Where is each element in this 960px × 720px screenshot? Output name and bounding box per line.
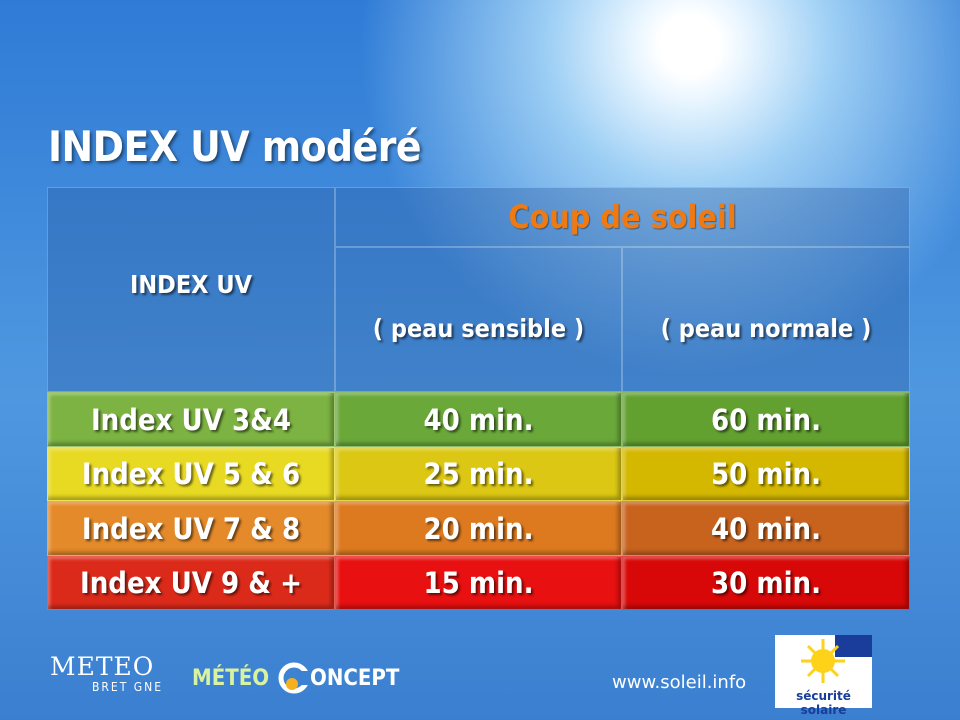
header-cell: ( peau normale ) — [622, 247, 910, 392]
table-cell: Index UV 9 & + — [47, 556, 335, 610]
table-cell: Index UV 7 & 8 — [47, 501, 335, 556]
table-cell: 25 min. — [335, 447, 622, 501]
logo-text: MÉTÉO — [192, 666, 270, 691]
table-cell: 40 min. — [622, 501, 910, 556]
url: www.soleil.info — [612, 672, 747, 693]
table-cell: 60 min. — [622, 392, 910, 447]
table-cell: 20 min. — [335, 501, 622, 556]
table-cell: 15 min. — [335, 556, 622, 610]
header-group: Coup de soleil — [335, 187, 910, 247]
logo-text: BRET GNE — [92, 680, 164, 694]
table-cell: 40 min. — [335, 392, 622, 447]
table-cell: Index UV 3&4 — [47, 392, 335, 447]
title: INDEX UV modéré — [48, 122, 422, 171]
header-cell: INDEX UV — [47, 187, 335, 392]
logo-text: METEO — [50, 652, 155, 681]
table-cell: 30 min. — [622, 556, 910, 610]
badge-icon — [801, 635, 872, 683]
table-cell: 50 min. — [622, 447, 910, 501]
table-cell: Index UV 5 & 6 — [47, 447, 335, 501]
badge: sécurité solaire — [775, 635, 872, 717]
logo-icon — [278, 662, 311, 694]
logo-text: ONCEPT — [310, 666, 400, 691]
badge-text: sécurité solaire — [796, 689, 851, 717]
header-cell: ( peau sensible ) — [335, 247, 622, 392]
